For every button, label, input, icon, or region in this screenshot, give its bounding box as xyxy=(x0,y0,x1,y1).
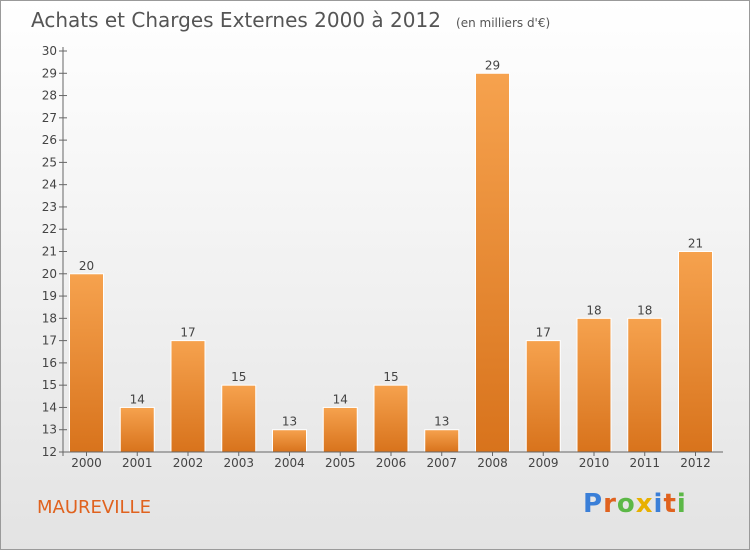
value-label: 18 xyxy=(637,303,652,317)
y-tick-label: 19 xyxy=(42,289,57,303)
value-label: 20 xyxy=(79,259,94,273)
x-tick-label: 2002 xyxy=(173,456,204,470)
value-label: 29 xyxy=(485,58,500,72)
x-tick-label: 2007 xyxy=(426,456,457,470)
title-row: Achats et Charges Externes 2000 à 2012 (… xyxy=(31,8,550,32)
y-tick-label: 29 xyxy=(42,66,57,80)
x-tick-label: 2011 xyxy=(629,456,660,470)
y-tick-label: 30 xyxy=(42,44,57,58)
bar-2001 xyxy=(119,406,155,453)
value-label: 14 xyxy=(333,392,348,406)
bar-2006 xyxy=(373,384,409,453)
bar-2008 xyxy=(475,72,510,453)
chart-unit: (en milliers d'€) xyxy=(456,16,551,30)
x-tick-label: 2003 xyxy=(223,456,254,470)
value-label: 15 xyxy=(383,370,398,384)
bar-2007 xyxy=(424,429,460,453)
logo-letter: x xyxy=(635,489,654,519)
x-tick-label: 2012 xyxy=(680,456,711,470)
bars-group xyxy=(69,72,713,453)
value-label: 21 xyxy=(688,237,703,251)
y-tick-label: 26 xyxy=(42,133,57,147)
y-tick-label: 12 xyxy=(42,445,57,459)
y-tick-label: 22 xyxy=(42,222,57,236)
bar-2005 xyxy=(322,406,358,453)
bar-2000 xyxy=(69,273,104,453)
logo-letter: o xyxy=(616,489,636,519)
value-label: 13 xyxy=(282,415,297,429)
logo-letter: P xyxy=(583,489,604,519)
labels-group: 20 2000 14 2001 17 2002 15 2003 13 2004 14 2005 15 20… xyxy=(42,44,711,470)
x-tick-label: 2005 xyxy=(325,456,356,470)
bar-2002 xyxy=(170,340,206,453)
y-tick-label: 16 xyxy=(42,356,57,370)
y-tick-label: 17 xyxy=(42,334,57,348)
value-label: 18 xyxy=(586,303,601,317)
commune-name: MAUREVILLE xyxy=(37,497,151,518)
value-label: 15 xyxy=(231,370,246,384)
logo-letter: r xyxy=(603,489,617,519)
chart-title: Achats et Charges Externes 2000 à 2012 xyxy=(31,8,441,32)
y-tick-label: 14 xyxy=(42,400,57,414)
y-tick-label: 21 xyxy=(42,245,57,259)
y-tick-label: 23 xyxy=(42,200,57,214)
y-tick-label: 18 xyxy=(42,311,57,325)
bar-2010 xyxy=(576,317,612,453)
value-label: 14 xyxy=(130,392,145,406)
bar-2011 xyxy=(627,317,663,453)
value-label: 13 xyxy=(434,415,449,429)
value-label: 17 xyxy=(180,326,195,340)
y-tick-label: 13 xyxy=(42,423,57,437)
y-tick-label: 15 xyxy=(42,378,57,392)
logo-letter: i xyxy=(653,489,664,519)
x-tick-label: 2001 xyxy=(122,456,153,470)
axes-group xyxy=(59,47,723,456)
x-tick-label: 2010 xyxy=(579,456,610,470)
y-tick-label: 24 xyxy=(42,178,57,192)
y-tick-label: 20 xyxy=(42,267,57,281)
bar-2009 xyxy=(525,340,561,453)
y-tick-label: 25 xyxy=(42,155,57,169)
x-tick-label: 2009 xyxy=(528,456,559,470)
proxiti-logo: Proxiti xyxy=(583,489,687,519)
logo-letter: i xyxy=(676,489,687,519)
logo-letter: t xyxy=(663,489,677,519)
value-label: 17 xyxy=(536,326,551,340)
x-tick-label: 2004 xyxy=(274,456,305,470)
x-tick-label: 2008 xyxy=(477,456,508,470)
x-tick-label: 2000 xyxy=(71,456,102,470)
y-tick-label: 28 xyxy=(42,89,57,103)
x-tick-label: 2006 xyxy=(376,456,407,470)
y-tick-label: 27 xyxy=(42,111,57,125)
bar-2012 xyxy=(678,251,713,453)
bar-2004 xyxy=(272,429,307,453)
bar-2003 xyxy=(221,384,257,453)
